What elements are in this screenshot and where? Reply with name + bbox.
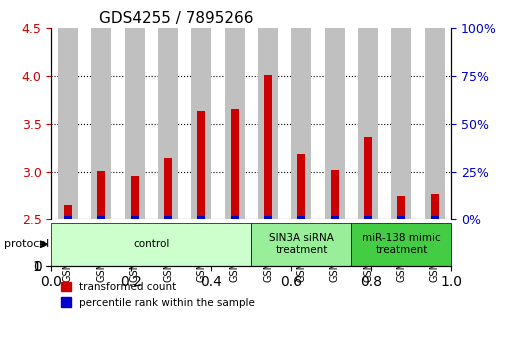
Bar <box>158 28 178 219</box>
Bar <box>231 216 239 222</box>
Bar <box>97 171 105 219</box>
Text: protocol: protocol <box>5 239 50 249</box>
Bar <box>331 216 339 222</box>
Bar <box>191 28 211 219</box>
Bar <box>64 205 72 219</box>
Bar <box>131 176 139 219</box>
Legend: transformed count, percentile rank within the sample: transformed count, percentile rank withi… <box>56 278 260 312</box>
Bar <box>164 158 172 219</box>
Bar <box>425 28 445 219</box>
Bar <box>64 216 72 222</box>
Bar <box>264 75 272 219</box>
Bar <box>264 216 272 221</box>
Bar <box>164 216 172 222</box>
Bar <box>225 28 245 219</box>
Bar <box>431 216 439 222</box>
Bar <box>398 195 405 219</box>
Bar <box>298 216 305 222</box>
Bar <box>391 28 411 219</box>
Bar <box>398 216 405 222</box>
FancyBboxPatch shape <box>351 223 451 266</box>
Bar <box>125 28 145 219</box>
Text: GDS4255 / 7895266: GDS4255 / 7895266 <box>100 11 254 26</box>
Bar <box>358 28 378 219</box>
Bar <box>431 194 439 219</box>
Bar <box>97 216 105 222</box>
Bar <box>91 28 111 219</box>
Bar <box>131 216 139 222</box>
Bar <box>364 137 372 219</box>
Bar <box>198 216 205 222</box>
Bar <box>298 154 305 219</box>
Bar <box>58 28 78 219</box>
Text: miR-138 mimic
treatment: miR-138 mimic treatment <box>362 233 441 255</box>
Text: control: control <box>133 239 169 249</box>
Bar <box>258 28 278 219</box>
Bar <box>291 28 311 219</box>
FancyBboxPatch shape <box>251 223 351 266</box>
Bar <box>364 216 372 222</box>
Text: SIN3A siRNA
treatment: SIN3A siRNA treatment <box>269 233 334 255</box>
Bar <box>231 109 239 219</box>
Bar <box>325 28 345 219</box>
Bar <box>198 112 205 219</box>
FancyBboxPatch shape <box>51 223 251 266</box>
Bar <box>331 170 339 219</box>
